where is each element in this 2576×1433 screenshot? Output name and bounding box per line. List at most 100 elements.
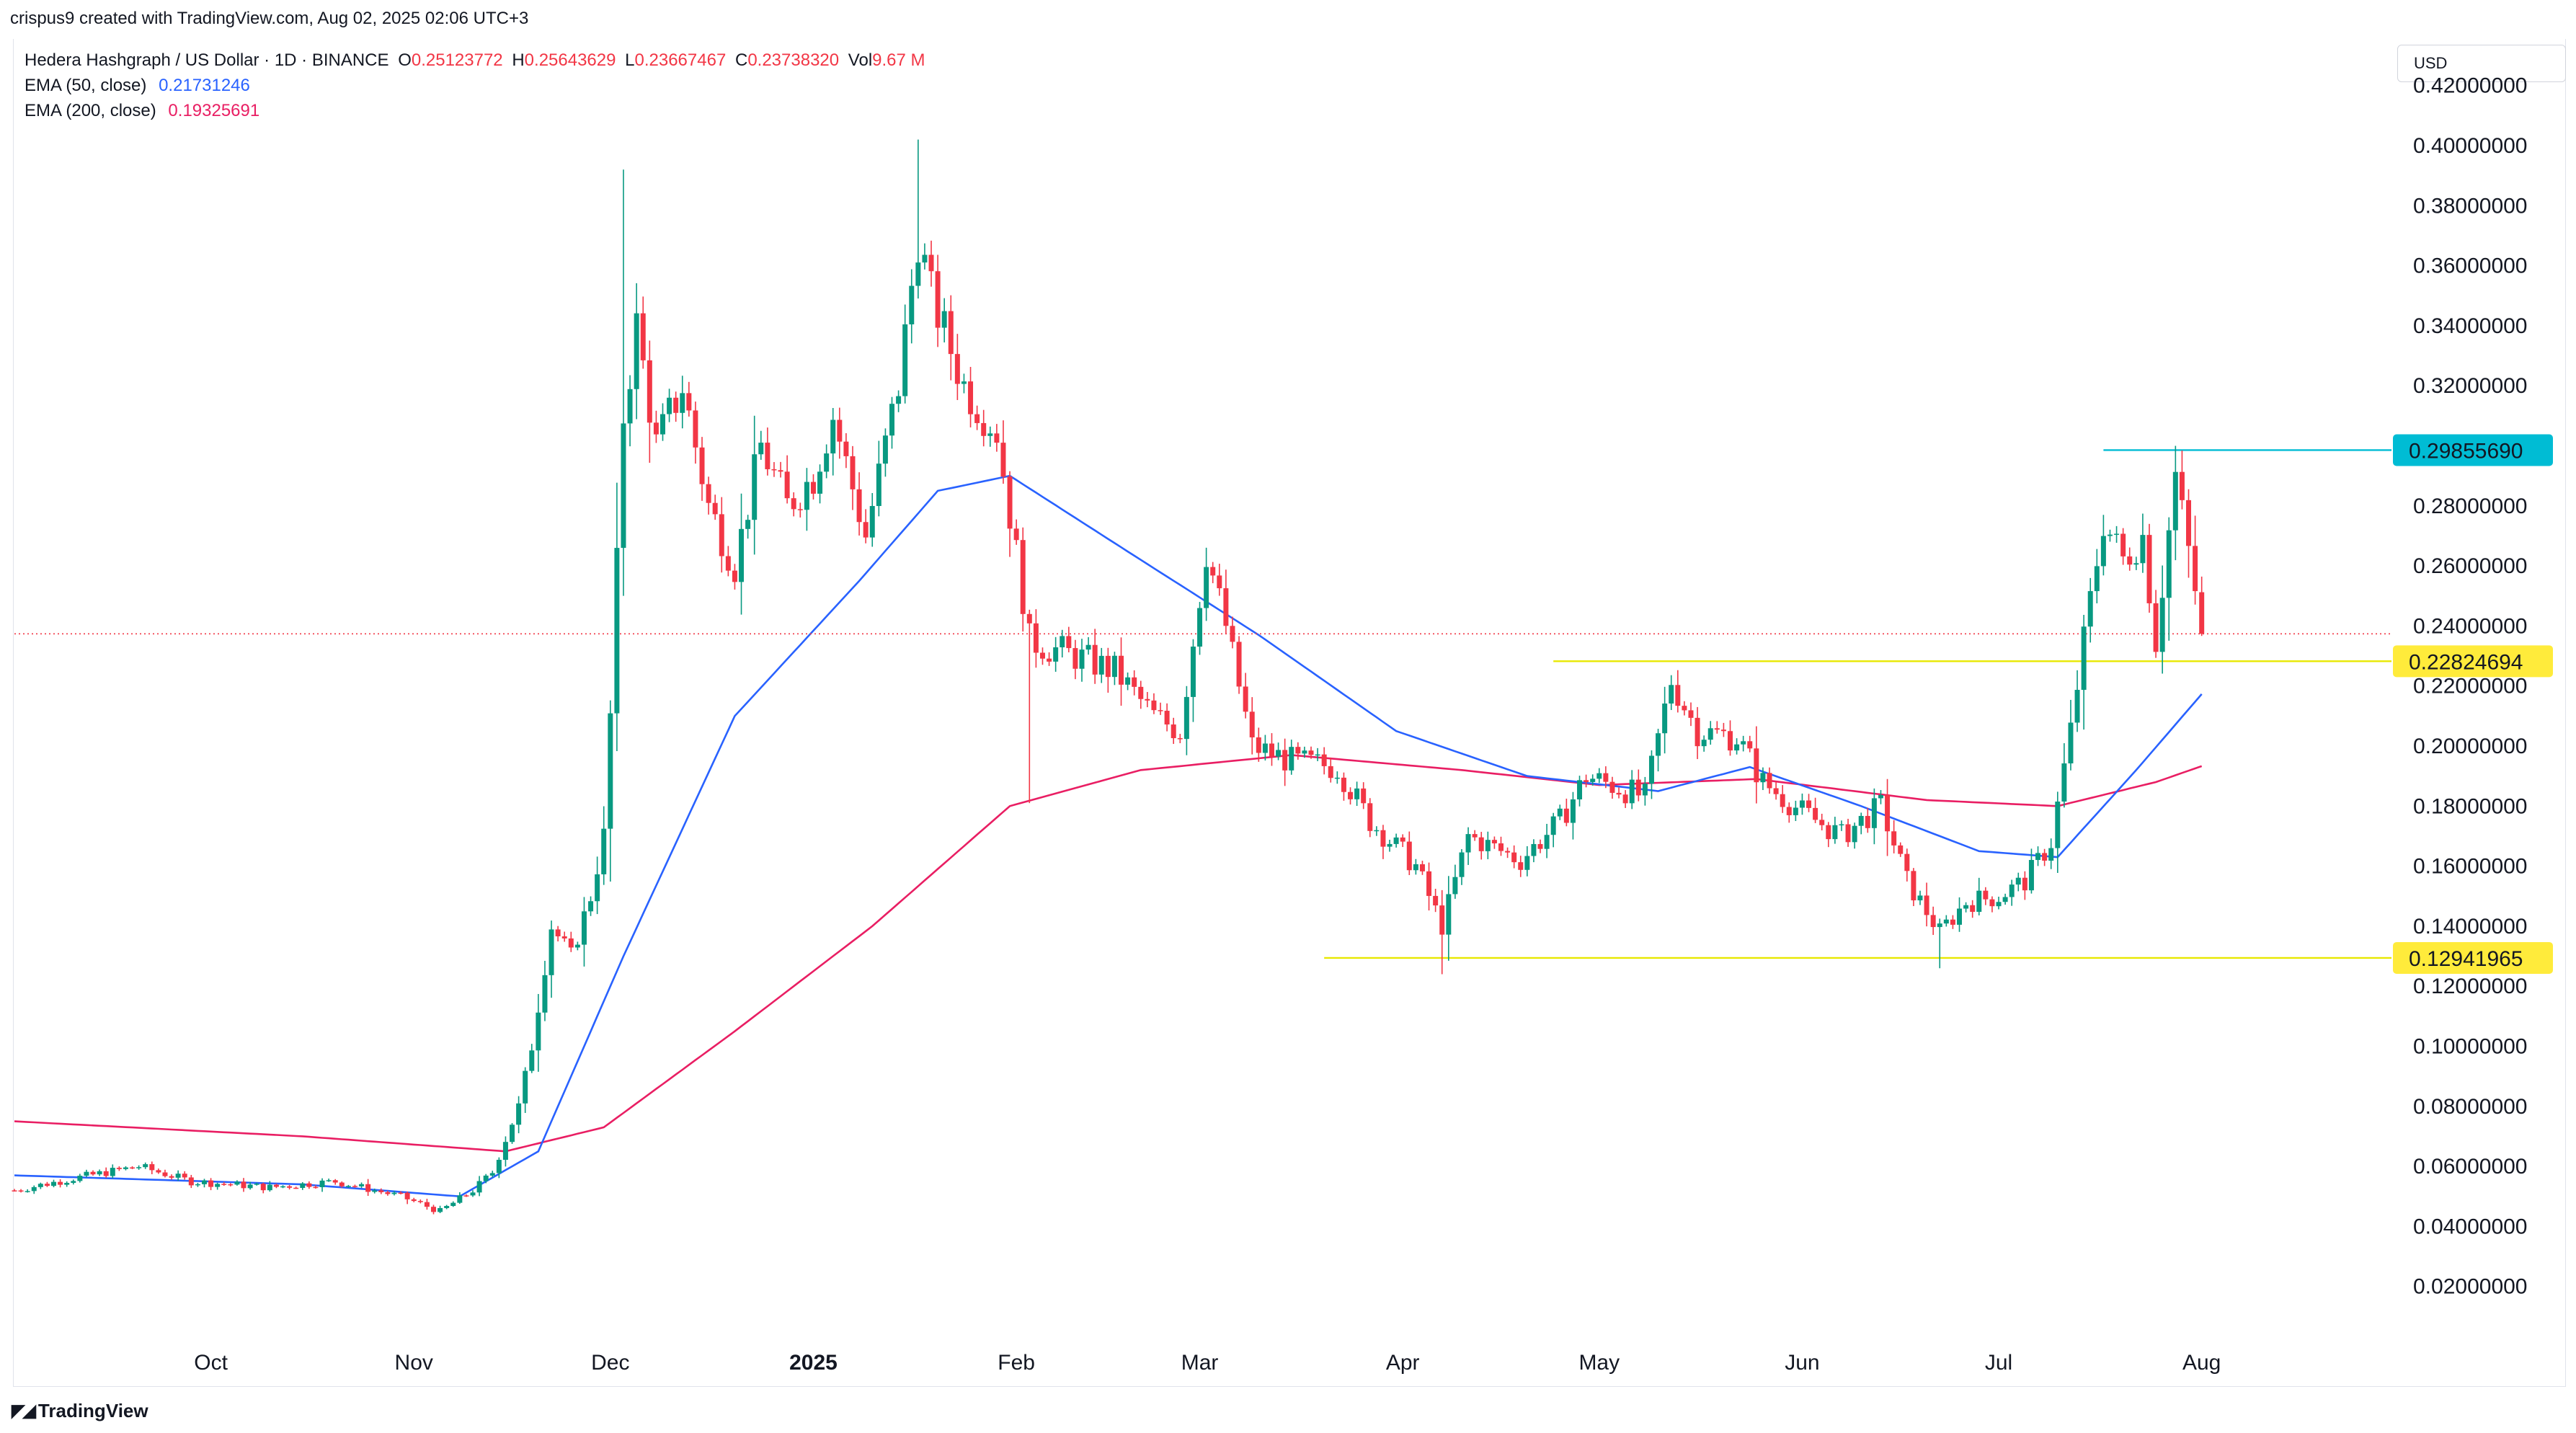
candle-body xyxy=(345,1186,351,1187)
candle-body xyxy=(1354,788,1360,799)
candle-body xyxy=(1007,476,1013,529)
candle-body xyxy=(228,1184,234,1186)
volume-value: 9.67 M xyxy=(872,50,925,70)
candle-body xyxy=(1616,792,1622,795)
candle-body xyxy=(1505,851,1511,853)
x-tick-label: Nov xyxy=(395,1351,433,1375)
symbol-title[interactable]: Hedera Hashgraph / US Dollar · 1D · BINA… xyxy=(25,50,389,70)
candle-body xyxy=(51,1181,57,1186)
candle-body xyxy=(326,1180,332,1181)
candle-body xyxy=(719,514,724,556)
candle-body xyxy=(1511,852,1517,863)
candle-body xyxy=(1367,803,1373,831)
candle-body xyxy=(745,520,751,529)
candle-body xyxy=(909,285,915,324)
candle-body xyxy=(1164,711,1170,725)
candle-body xyxy=(1033,623,1039,653)
candle-body xyxy=(1262,743,1268,753)
candle-body xyxy=(175,1174,181,1178)
x-tick-label: Apr xyxy=(1386,1351,1420,1375)
candle-body xyxy=(1635,779,1641,796)
y-tick-label: 0.14000000 xyxy=(2413,915,2528,939)
candle-body xyxy=(2015,877,2021,885)
candle-body xyxy=(1596,773,1602,779)
currency-selector[interactable]: USD xyxy=(2397,45,2566,82)
candle-body xyxy=(489,1173,495,1176)
candle-body xyxy=(1079,649,1085,669)
candle-body xyxy=(2199,592,2205,634)
candle-body xyxy=(680,393,685,413)
candle-body xyxy=(1656,733,1661,756)
candle-body xyxy=(2159,598,2165,652)
candle-body xyxy=(928,254,934,272)
price-labels-layer: 0.29855690 0.22824694 0.12941965 xyxy=(2393,434,2553,974)
candle-body xyxy=(162,1172,168,1176)
candle-body xyxy=(1570,799,1576,823)
candle-body xyxy=(1387,843,1393,847)
y-tick-label: 0.38000000 xyxy=(2413,194,2528,218)
candle-body xyxy=(1217,575,1222,589)
legend-ema50-row[interactable]: EMA (50, close) 0.21731246 xyxy=(25,73,925,98)
candle-body xyxy=(359,1184,365,1186)
candle-body xyxy=(699,447,705,484)
candle-body xyxy=(574,944,580,948)
candle-body xyxy=(667,397,672,414)
candle-body xyxy=(71,1181,76,1183)
support-mid-price-label xyxy=(2393,645,2553,678)
candle-body xyxy=(1321,754,1327,766)
candle-body xyxy=(1563,808,1569,823)
candle-body xyxy=(123,1167,128,1169)
ohlc-high-value: 0.25643629 xyxy=(524,50,616,70)
candle-body xyxy=(1406,841,1412,871)
candle-body xyxy=(1400,837,1405,842)
candle-body xyxy=(561,936,567,939)
candle-body xyxy=(1302,750,1307,754)
legend-ema200-row[interactable]: EMA (200, close) 0.19325691 xyxy=(25,98,925,123)
candle-body xyxy=(686,393,692,411)
candle-body xyxy=(1754,748,1759,783)
ohlc-high-key: H xyxy=(512,50,525,70)
ema200-label: EMA (200, close) xyxy=(25,101,156,120)
candle-body xyxy=(1433,895,1439,906)
candle-body xyxy=(450,1202,456,1207)
candle-body xyxy=(1701,740,1707,747)
candle-body xyxy=(1426,871,1432,896)
volume-key: Vol xyxy=(848,50,873,70)
candle-body xyxy=(169,1176,174,1178)
candle-body xyxy=(182,1174,187,1178)
candle-body xyxy=(529,1050,535,1071)
candle-body xyxy=(110,1168,115,1176)
candle-body xyxy=(693,410,698,448)
candle-body xyxy=(1111,655,1117,678)
y-tick-label: 0.34000000 xyxy=(2413,314,2528,338)
candle-body xyxy=(156,1170,161,1173)
candle-body xyxy=(1720,729,1726,732)
candle-body xyxy=(935,271,941,328)
candle-body xyxy=(1020,540,1026,614)
y-tick-label: 0.24000000 xyxy=(2413,614,2528,638)
price-axis: 0.42000000 0.40000000 0.38000000 0.36000000… xyxy=(2413,74,2528,1299)
candle-body xyxy=(627,389,633,424)
candle-body xyxy=(2042,853,2048,861)
candle-body xyxy=(621,423,626,549)
candle-body xyxy=(2166,530,2172,598)
candle-body xyxy=(438,1207,443,1212)
candle-body xyxy=(1727,731,1733,751)
candle-body xyxy=(1590,778,1596,782)
candle-body xyxy=(339,1182,345,1186)
tradingview-logo[interactable]: ◤◢ TradingView xyxy=(12,1400,148,1422)
candle-body xyxy=(306,1183,312,1187)
ohlc-open-key: O xyxy=(398,50,412,70)
candle-body xyxy=(778,470,783,472)
ema50-value: 0.21731246 xyxy=(159,76,250,95)
candle-body xyxy=(869,505,875,538)
candle-body xyxy=(1780,794,1785,807)
candle-body xyxy=(548,929,554,975)
candle-body xyxy=(653,422,659,435)
candle-body xyxy=(398,1192,404,1194)
candle-body xyxy=(313,1186,319,1189)
candle-body xyxy=(1544,835,1550,849)
ohlc-low-value: 0.23667467 xyxy=(634,50,727,70)
candle-body xyxy=(614,548,620,714)
